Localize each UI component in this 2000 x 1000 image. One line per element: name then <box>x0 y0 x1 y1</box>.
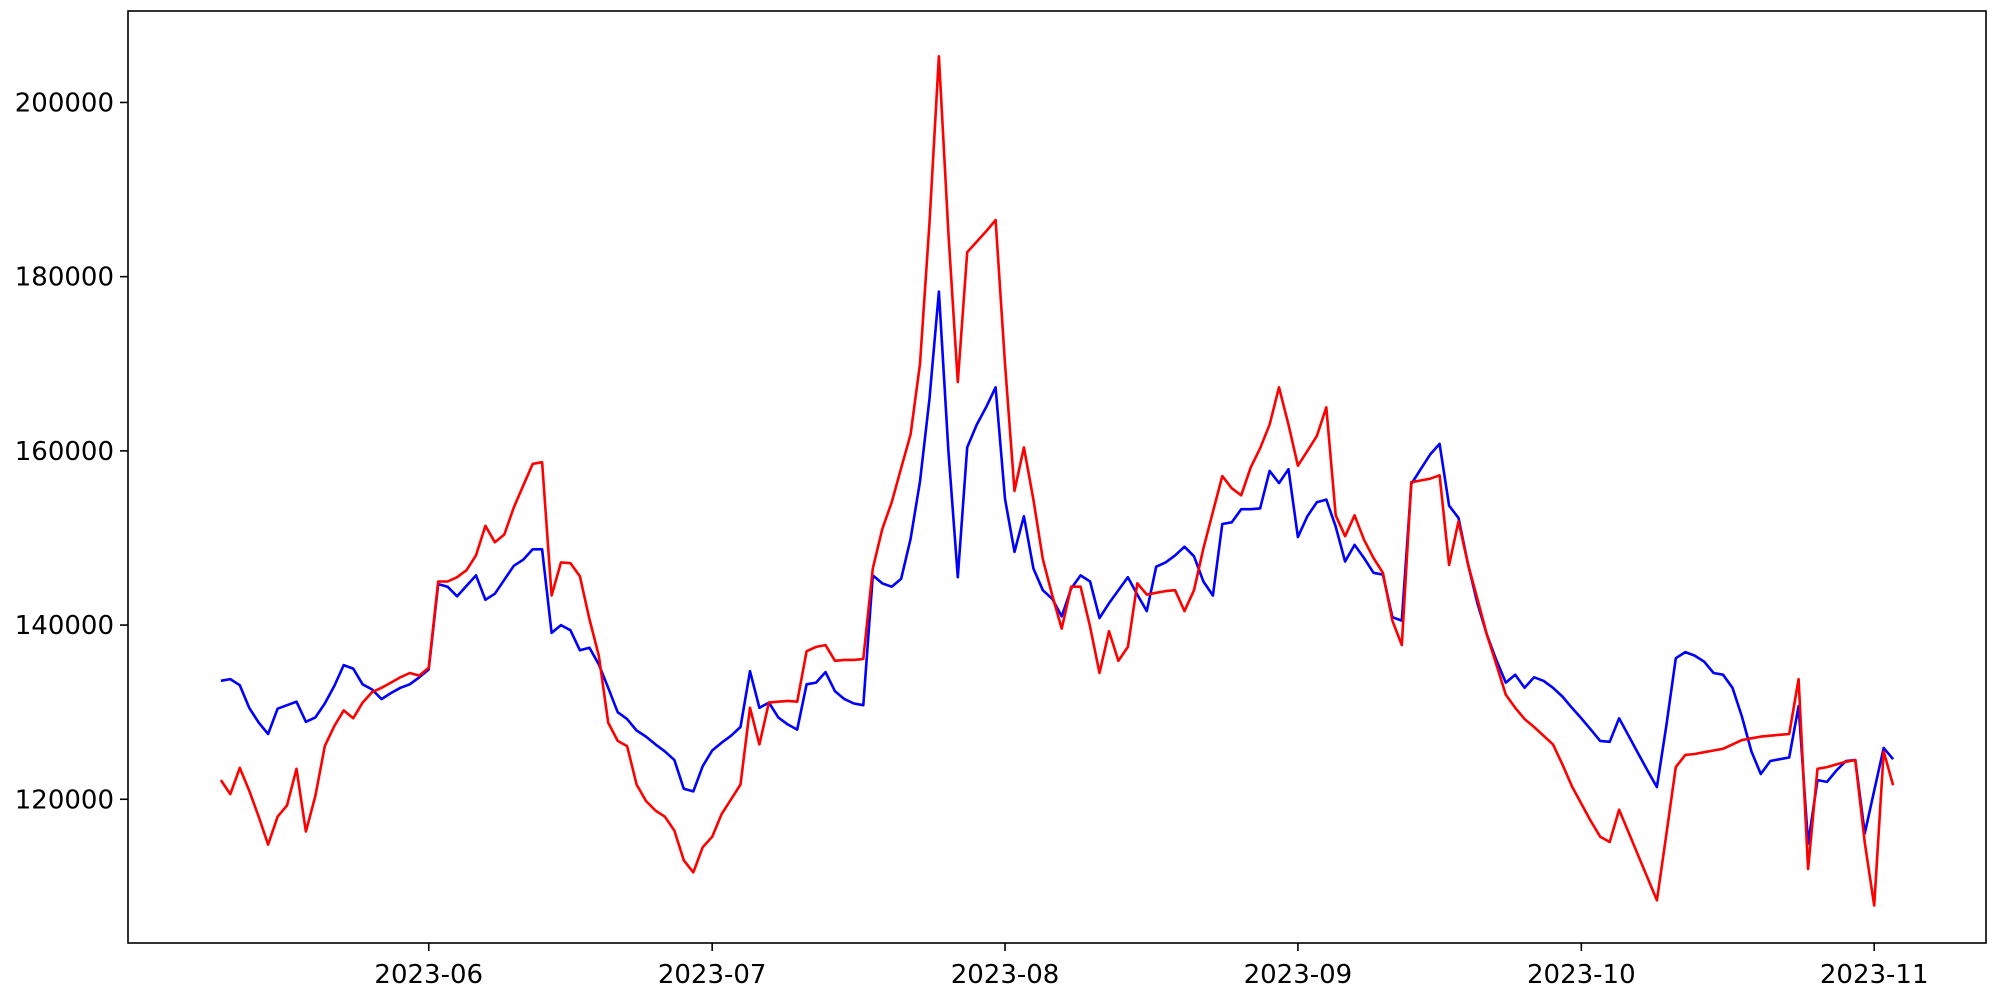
x-tick-label: 2023-10 <box>1527 960 1636 990</box>
y-tick-label: 140000 <box>15 611 114 641</box>
y-tick-label: 200000 <box>15 88 114 118</box>
x-tick-label: 2023-08 <box>951 960 1060 990</box>
x-tick-label: 2023-11 <box>1820 960 1929 990</box>
x-tick-label: 2023-09 <box>1244 960 1353 990</box>
series-red-line <box>219 54 1895 907</box>
plot-area-border <box>127 10 1987 944</box>
y-tick-label: 120000 <box>15 785 114 815</box>
x-tick-label: 2023-06 <box>374 960 483 990</box>
x-tick-label: 2023-07 <box>658 960 767 990</box>
y-tick-label: 180000 <box>15 263 114 293</box>
y-tick-label: 160000 <box>15 437 114 467</box>
